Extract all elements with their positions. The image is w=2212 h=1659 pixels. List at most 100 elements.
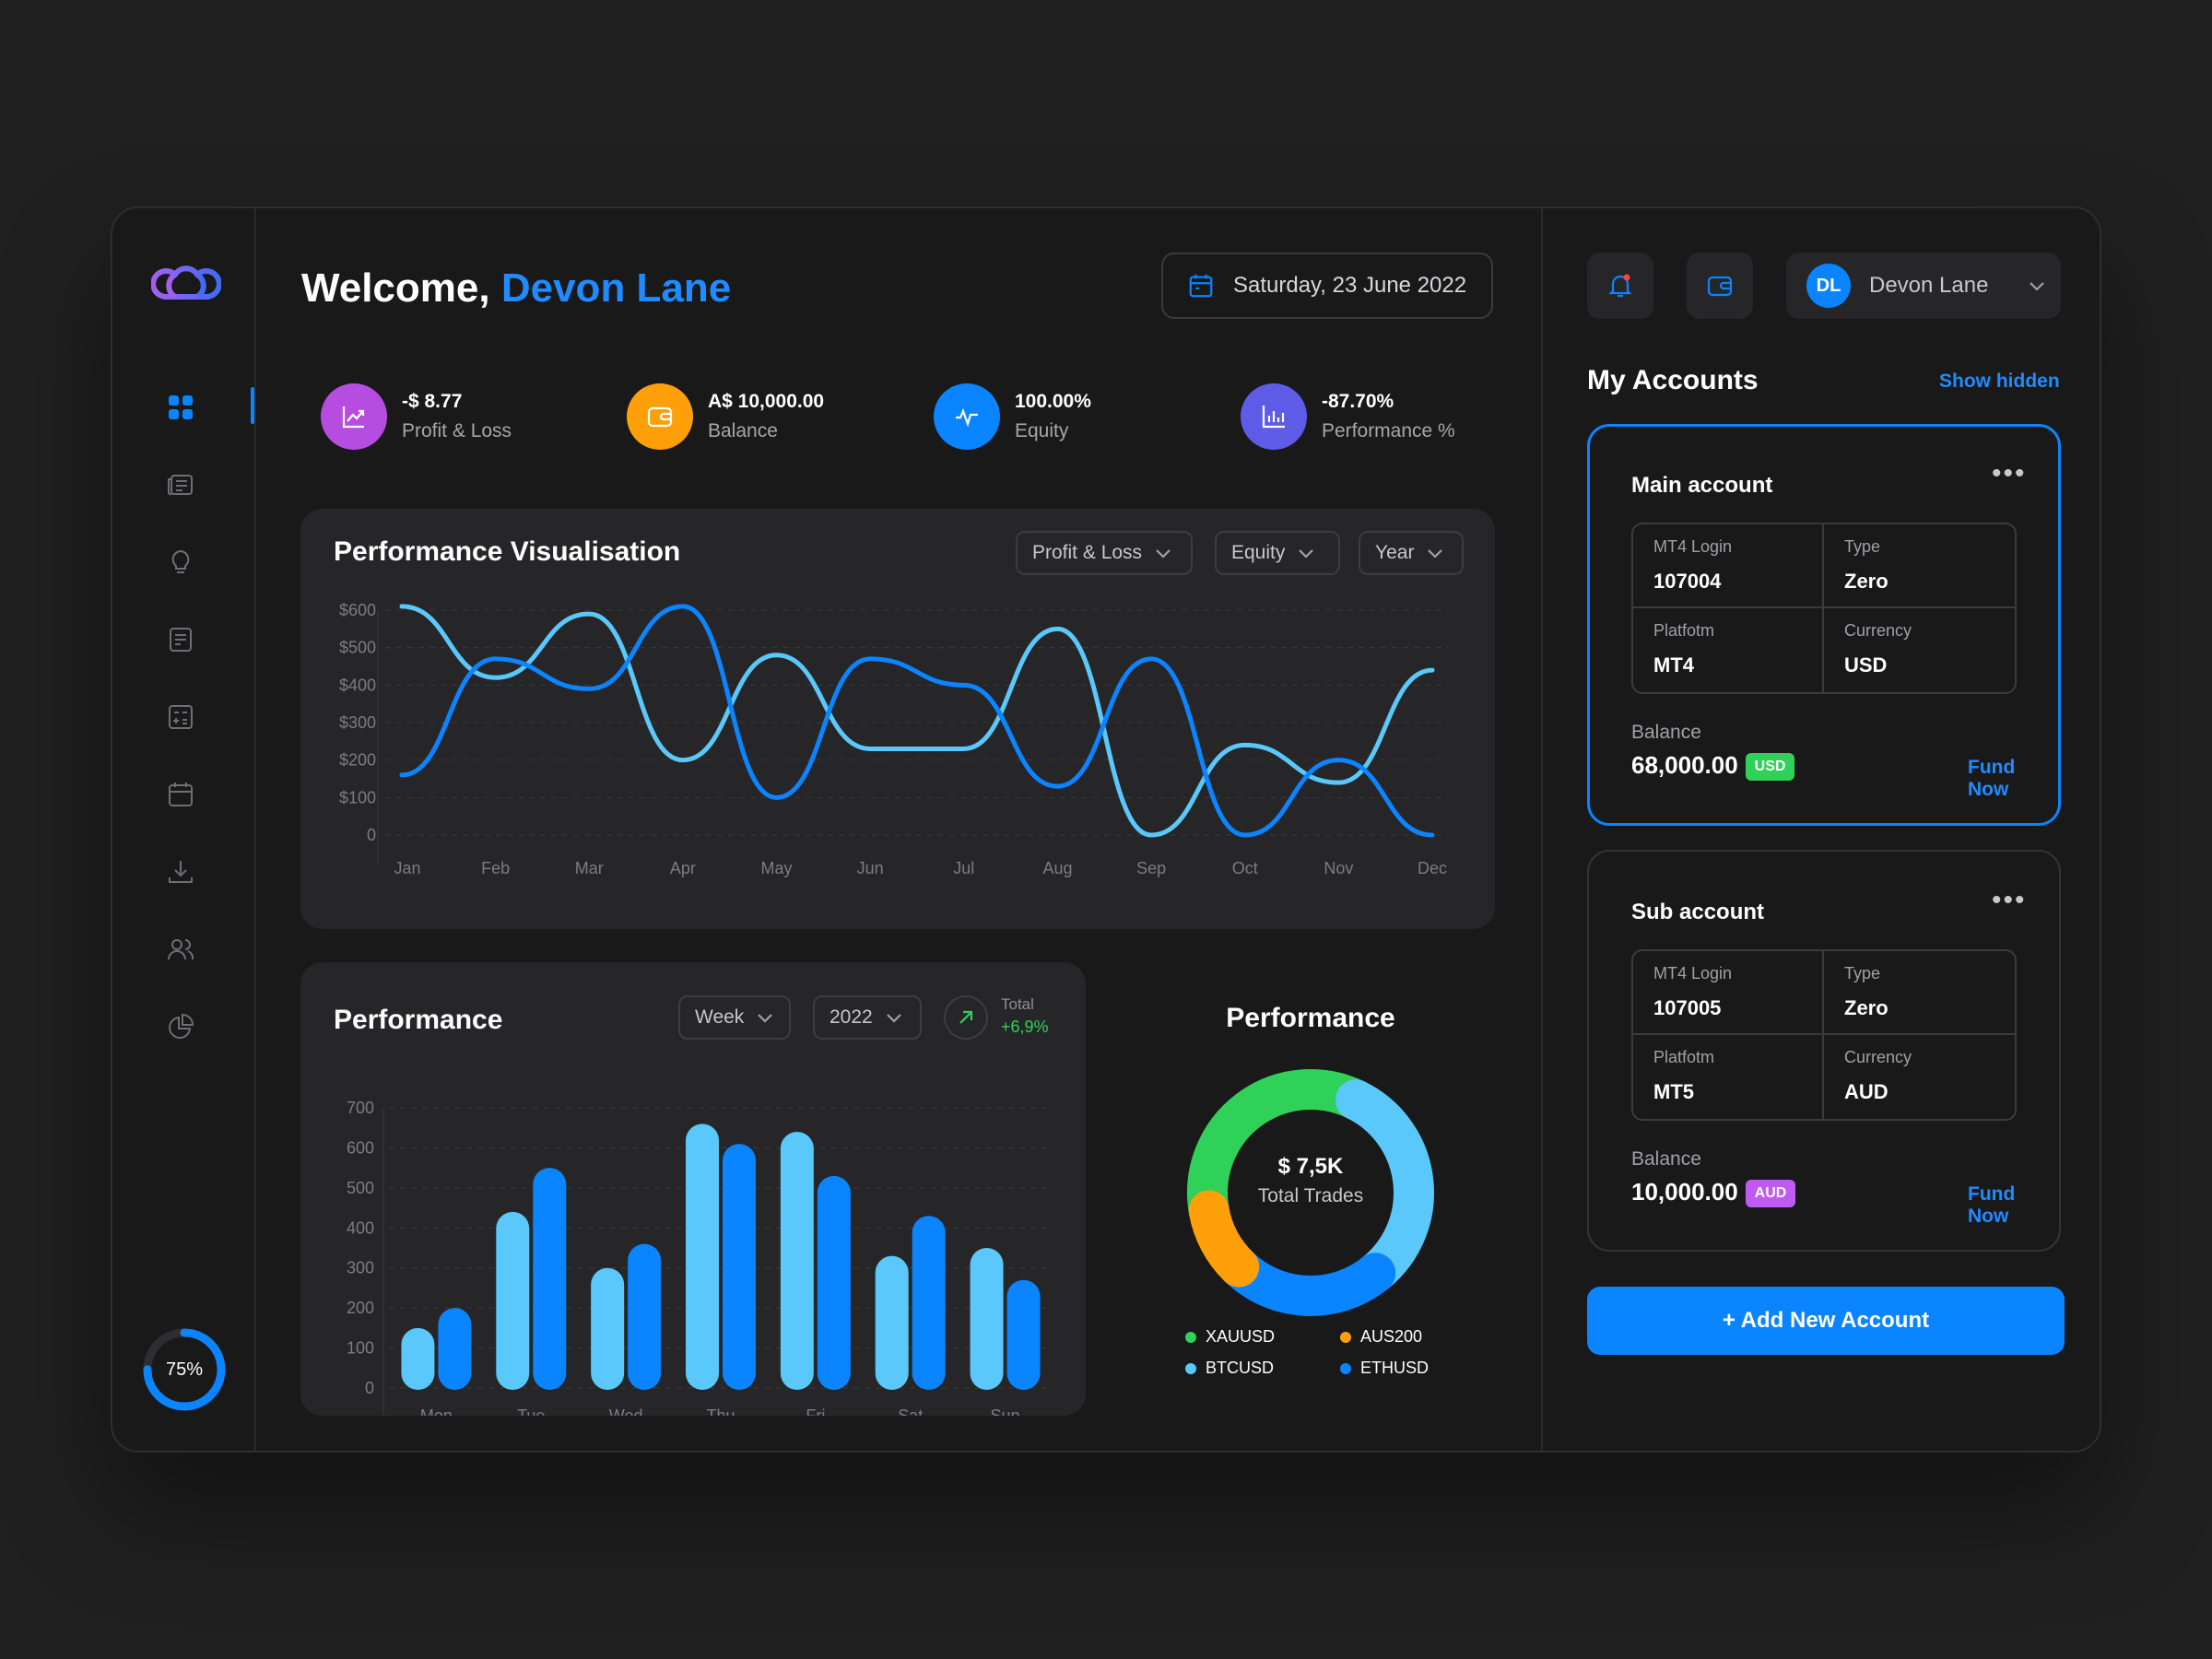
legend-btcusd: BTCUSD	[1185, 1359, 1274, 1378]
users-icon[interactable]	[164, 933, 197, 966]
calendar-icon[interactable]	[164, 778, 197, 811]
stat-balance: A$ 10,000.00 Balance	[627, 383, 824, 450]
user-menu[interactable]: DL Devon Lane	[1786, 253, 2061, 319]
x-tick-label: Thu	[706, 1406, 735, 1416]
x-tick-label: Feb	[481, 859, 510, 877]
avatar: DL	[1806, 264, 1851, 308]
trend-up-icon	[944, 995, 988, 1040]
donut-slice	[1188, 1190, 1260, 1288]
x-tick-label: Jun	[857, 859, 884, 877]
legend-label: BTCUSD	[1206, 1359, 1275, 1377]
legend-label: AUS200	[1360, 1327, 1423, 1346]
bar	[496, 1211, 530, 1390]
chart-up-icon	[321, 383, 387, 450]
type-label: Type	[1844, 537, 1881, 556]
document-icon[interactable]	[164, 623, 197, 656]
sidebar: 75%	[112, 208, 256, 1451]
filter-year-dropdown[interactable]: 2022	[813, 995, 922, 1040]
main-account-card[interactable]: Main account ••• MT4 Login 107004 Type Zer…	[1587, 424, 2061, 826]
y-tick-label: $200	[339, 751, 376, 770]
currency-badge: AUD	[1745, 1180, 1796, 1208]
y-tick-label: 100	[347, 1339, 374, 1358]
balance-value: 10,000.00	[1631, 1178, 1738, 1206]
platform-value: MT4	[1653, 653, 1694, 677]
add-new-account-button[interactable]: + Add New Account	[1587, 1287, 2065, 1355]
x-tick-label: Dec	[1418, 859, 1447, 877]
news-icon[interactable]	[164, 468, 197, 501]
sub-account-card[interactable]: Sub account ••• MT4 Login 107005 Type Zero…	[1587, 850, 2061, 1252]
legend-label: ETHUSD	[1360, 1359, 1430, 1377]
dashboard-window: 75% Welcome, Devon Lane Saturday, 23 Jun…	[111, 206, 2101, 1453]
bar	[438, 1308, 472, 1390]
x-tick-label: Sat	[898, 1406, 923, 1416]
dropdown-label: Equity	[1231, 542, 1286, 563]
show-hidden-link[interactable]: Show hidden	[1939, 371, 2060, 392]
bar	[780, 1132, 814, 1390]
progress-label: 75%	[165, 1359, 204, 1380]
x-tick-label: May	[761, 859, 793, 877]
x-tick-label: Oct	[1232, 859, 1258, 877]
balance-label: Balance	[1631, 722, 1701, 743]
x-tick-label: Jan	[394, 859, 420, 877]
bar	[912, 1216, 946, 1390]
notification-button[interactable]	[1587, 253, 1653, 319]
lightbulb-icon[interactable]	[164, 546, 197, 579]
bar	[686, 1124, 719, 1390]
calculator-icon[interactable]	[164, 700, 197, 734]
wallet-button[interactable]	[1687, 253, 1753, 319]
chevron-down-icon	[1156, 548, 1171, 559]
welcome-text: Welcome,	[301, 265, 490, 311]
fund-now-button[interactable]: Fund Now	[1968, 1183, 2016, 1227]
performance-bar-card: Performance Week 2022 Total +6,9% 700 600…	[300, 962, 1086, 1416]
y-tick-label: $300	[339, 713, 376, 732]
currency-value: AUD	[1844, 1080, 1888, 1103]
dashboard-icon[interactable]	[164, 391, 197, 424]
page-title: Welcome, Devon Lane	[301, 265, 731, 312]
currency-value: USD	[1844, 653, 1888, 677]
x-tick-label: Jul	[953, 859, 974, 877]
balance-value: 68,000.00	[1631, 751, 1738, 779]
platform-label: Platfotm	[1653, 621, 1715, 640]
donut-subtitle: Total Trades	[1257, 1185, 1364, 1206]
x-tick-label: Fri	[806, 1406, 825, 1416]
filter-equity-dropdown[interactable]: Equity	[1215, 531, 1340, 575]
bar	[401, 1327, 435, 1390]
account-details-grid: MT4 Login 107004 Type Zero Platfotm MT4 Cur…	[1631, 523, 2017, 694]
more-options-icon[interactable]: •••	[1992, 458, 2027, 488]
y-tick-label: 0	[367, 826, 376, 844]
filter-profit-loss-dropdown[interactable]: Profit & Loss	[1016, 531, 1193, 575]
chevron-down-icon	[2030, 281, 2045, 291]
wallet-icon	[1707, 276, 1733, 297]
stat-label: Profit & Loss	[402, 420, 512, 441]
more-options-icon[interactable]: •••	[1992, 885, 2027, 915]
legend-dot	[1340, 1331, 1351, 1343]
legend-label: XAUUSD	[1206, 1327, 1276, 1346]
donut-slice	[1335, 1079, 1434, 1294]
chevron-down-icon	[1428, 548, 1443, 559]
filter-year-dropdown[interactable]: Year	[1359, 531, 1464, 575]
app-logo[interactable]	[151, 256, 221, 302]
bar	[628, 1243, 662, 1390]
legend-dot	[1340, 1362, 1351, 1374]
type-label: Type	[1844, 964, 1881, 982]
legend-xauusd: XAUUSD	[1185, 1327, 1275, 1347]
filter-week-dropdown[interactable]: Week	[678, 995, 791, 1040]
currency-label: Currency	[1844, 1048, 1912, 1066]
legend-dot	[1185, 1331, 1196, 1343]
download-icon[interactable]	[164, 855, 197, 888]
dropdown-label: Year	[1375, 542, 1415, 563]
bar	[970, 1248, 1004, 1390]
pie-chart-icon[interactable]	[164, 1010, 197, 1043]
x-tick-label: Apr	[670, 859, 696, 877]
fund-now-button[interactable]: Fund Now	[1968, 757, 2016, 800]
balance-row: 10,000.00 AUD	[1631, 1178, 1796, 1208]
line-series-2	[399, 604, 1435, 838]
x-tick-label: Wed	[609, 1406, 643, 1416]
date-picker[interactable]: Saturday, 23 June 2022	[1161, 253, 1493, 319]
login-value: 107005	[1653, 996, 1722, 1019]
stat-equity: 100.00% Equity	[934, 383, 1091, 450]
accounts-title: My Accounts	[1587, 365, 1759, 395]
y-tick-label: $600	[339, 601, 376, 619]
legend-aus200: AUS200	[1340, 1327, 1422, 1347]
y-tick-label: $500	[339, 639, 376, 657]
